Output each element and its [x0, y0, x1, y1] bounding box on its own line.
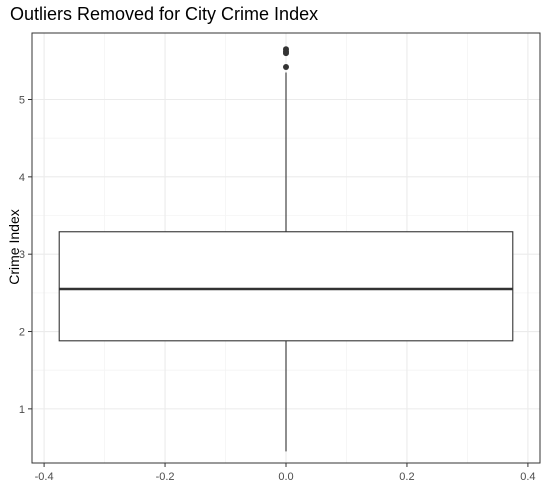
y-tick-label: 4	[19, 172, 25, 184]
x-tick-label: 0.4	[520, 471, 535, 483]
outlier-point	[283, 64, 289, 71]
y-tick-label: 2	[19, 327, 25, 339]
boxplot	[58, 72, 514, 452]
x-axis: -0.4 -0.2 0.0 0.2 0.4	[35, 463, 536, 483]
y-axis: 1 2 3 4 5	[19, 95, 32, 416]
chart-title: Outliers Removed for City Crime Index	[10, 4, 319, 24]
x-tick-label: 0.2	[399, 471, 414, 483]
y-tick-label: 3	[19, 249, 25, 261]
x-tick-label: 0.0	[278, 471, 293, 483]
y-axis-label: Crime Index	[6, 209, 22, 284]
y-tick-label: 5	[19, 95, 25, 107]
outliers	[283, 46, 289, 71]
x-tick-label: -0.2	[156, 471, 175, 483]
x-tick-label: -0.4	[35, 471, 54, 483]
box-iqr	[58, 231, 514, 342]
outlier-point	[283, 50, 289, 57]
y-tick-label: 1	[19, 404, 25, 416]
